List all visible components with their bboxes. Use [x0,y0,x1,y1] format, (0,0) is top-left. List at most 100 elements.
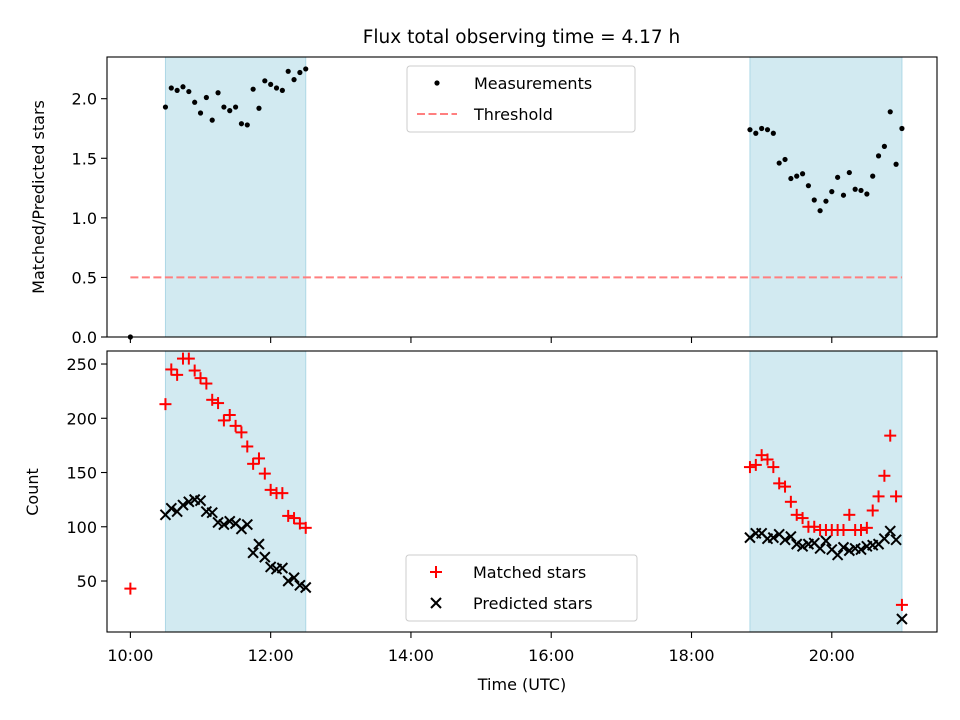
matched-star-point [837,524,850,537]
matched-star-point [872,490,885,503]
predicted-star-point [165,502,178,515]
top-y-axis-label: Matched/Predicted stars [29,100,48,294]
shaded-interval [749,350,903,633]
y-tick-label: 100 [66,518,97,537]
x-tick-label: 14:00 [388,646,434,665]
y-tick-label: 1.5 [72,149,97,168]
predicted-star-point [282,575,294,587]
predicted-star-point [820,535,832,547]
measurement-point [238,121,245,127]
measurement-point [303,66,309,72]
predicted-star-point [878,532,891,545]
matched-star-point [276,487,289,500]
predicted-star-point [855,543,867,556]
predicted-stars-legend-marker [430,597,442,609]
matched-star-point [855,524,868,537]
legend-label-predicted: Predicted stars [473,594,593,613]
x-tick-label: 20:00 [809,646,855,665]
matched-star-point [194,372,207,385]
measurement-point [788,175,794,182]
measurement-point [297,69,303,76]
predicted-star-point [206,506,218,519]
matched-star-point [182,352,195,365]
measurement-point [262,78,268,84]
shaded-interval [164,56,307,338]
matched-star-point [749,458,762,471]
y-tick-label: 200 [66,409,97,428]
chart-title: Flux total observing time = 4.17 h [363,27,681,48]
measurement-point [168,85,174,91]
top-legend: Measurements Threshold [406,65,636,133]
matched-star-point [866,504,879,517]
matched-star-point [223,409,236,422]
measurement-point [817,208,823,214]
measurement-point [203,94,209,101]
measurement-point [209,117,215,123]
measurement-point [192,99,198,105]
measurement-point [794,173,800,179]
measurement-point [846,169,852,176]
bottom-legend: Matched stars Predicted stars [405,554,638,622]
bottom-x-axis: 10:00 12:00 14:00 16:00 18:00 20:00 [107,632,855,665]
top-axes-frame [106,56,938,338]
measurement-point [232,104,239,110]
matched-star-point [200,377,213,390]
measurement-point [759,125,765,132]
matched-star-point [229,419,242,432]
measurement-point [256,105,262,111]
y-tick-label: 250 [66,355,97,374]
measurement-point [764,127,771,133]
x-tick-label: 16:00 [528,646,574,665]
matched-star-point [761,453,774,466]
matched-star-point [258,467,271,480]
predicted-star-point [837,541,850,554]
measurement-point [881,143,887,149]
matched-star-point [784,495,797,508]
predicted-star-point [779,534,791,546]
y-tick-label: 50 [77,572,97,591]
predicted-star-point [218,518,230,531]
predicted-star-point [235,523,248,535]
matched-star-point [890,490,903,503]
bottom-y-axis-label: Count [23,468,42,516]
measurement-series [127,66,905,340]
matched-star-point [282,509,295,522]
matched-star-point [165,363,178,376]
predicted-star-point [241,518,253,531]
measurement-point [840,192,847,198]
measurement-legend-marker [434,80,440,86]
predicted-star-point [890,534,902,546]
matched-star-point [796,512,809,525]
measurement-point [811,197,817,203]
matched-star-point [884,429,897,442]
y-tick-label: 150 [66,464,97,483]
top-legend-box [406,65,636,133]
shaded-interval [164,350,307,633]
measurement-point [162,104,169,110]
matched-star-point [252,452,265,465]
matched-star-point [767,461,780,474]
predicted-star-point [247,547,259,559]
predicted-star-point [884,525,896,537]
matched-star-point [159,398,172,411]
y-tick-label: 0.0 [72,328,97,347]
matched-star-point [288,512,301,525]
measurement-point [893,161,899,167]
x-tick-label: 18:00 [668,646,714,665]
top-y-axis: 0.0 0.5 1.0 1.5 2.0 [72,90,107,347]
legend-label-threshold: Threshold [473,105,553,124]
measurement-point [215,90,221,96]
matched-star-point [171,368,184,381]
predicted-star-point [276,562,289,574]
measurement-point [875,153,882,159]
matched-star-point [124,582,137,595]
measurement-point [852,186,858,192]
measurement-point [829,189,835,195]
matched-star-point [217,414,230,427]
bottom-axes-frame [106,350,938,633]
measurement-point [221,104,227,110]
measurement-point [285,68,291,74]
measurement-point [197,110,204,116]
predicted-star-point [767,531,780,544]
